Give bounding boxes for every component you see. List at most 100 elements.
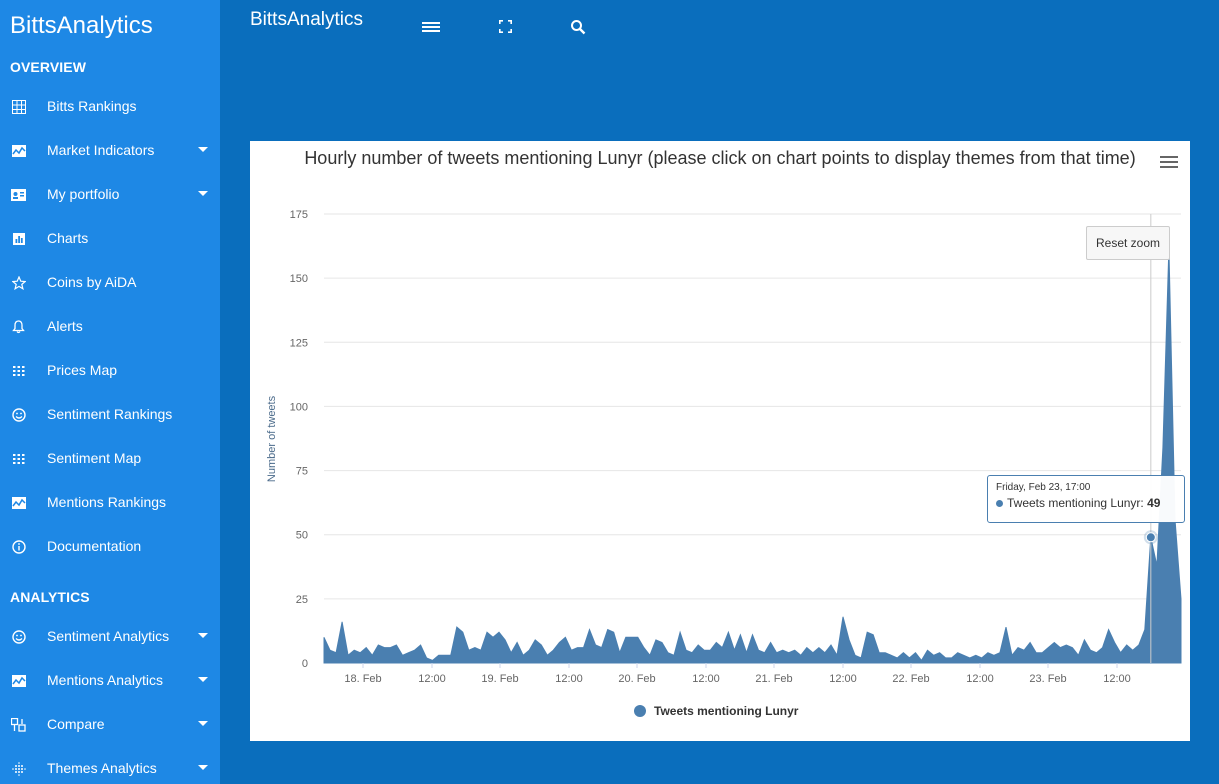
dots-grid-icon xyxy=(11,451,26,466)
sidebar-item-label: Sentiment Analytics xyxy=(47,628,170,644)
x-tick-label: 12:00 xyxy=(966,673,994,685)
sidebar-item-label: My portfolio xyxy=(47,186,120,202)
dots-grid-icon xyxy=(11,363,26,378)
sidebar-item-label: Charts xyxy=(47,230,89,246)
sidebar-item-label: Coins by AiDA xyxy=(47,274,137,290)
sidebar-item-label: Bitts Rankings xyxy=(47,98,137,114)
bar-chart-icon xyxy=(11,231,26,246)
x-tick-label: 12:00 xyxy=(1103,673,1131,685)
y-tick-label: 125 xyxy=(290,337,308,349)
caret-down-icon xyxy=(198,765,208,770)
y-tick-label: 0 xyxy=(302,658,308,670)
sidebar-item-prices-map[interactable]: Prices Map xyxy=(0,348,220,392)
smile-icon xyxy=(11,629,26,644)
legend-label: Tweets mentioning Lunyr xyxy=(654,704,799,718)
sidebar-item-label: Market Indicators xyxy=(47,142,155,158)
info-icon xyxy=(11,539,26,554)
id-card-icon xyxy=(11,187,26,202)
x-tick-label: 21. Feb xyxy=(755,673,792,685)
sidebar-item-charts[interactable]: Charts xyxy=(0,216,220,260)
sidebar-item-label: Documentation xyxy=(47,538,142,554)
hamburger-icon xyxy=(1160,156,1178,158)
sidebar-item-label: Alerts xyxy=(47,318,83,334)
sidebar-item-mentions-analytics[interactable]: Mentions Analytics xyxy=(0,658,220,702)
fullscreen-button[interactable] xyxy=(494,18,516,40)
sidebar-item-bitts-rankings[interactable]: Bitts Rankings xyxy=(0,84,220,128)
sidebar-item-mentions-rankings[interactable]: Mentions Rankings xyxy=(0,480,220,524)
compare-icon xyxy=(11,717,26,732)
sidebar-item-label: Prices Map xyxy=(47,362,118,378)
sidebar-item-coins-by-aida[interactable]: Coins by AiDA xyxy=(0,260,220,304)
caret-down-icon xyxy=(198,633,208,638)
reset-zoom-button[interactable]: Reset zoom xyxy=(1086,226,1170,260)
x-tick-label: 23. Feb xyxy=(1029,673,1066,685)
highlighted-point xyxy=(1145,532,1156,543)
caret-down-icon xyxy=(198,147,208,152)
chart-legend-item[interactable]: Tweets mentioning Lunyr xyxy=(634,704,798,718)
menu-toggle-button[interactable] xyxy=(420,18,442,40)
y-axis-title: Number of tweets xyxy=(266,395,278,482)
fullscreen-icon xyxy=(498,20,512,38)
sidebar-item-sentiment-analytics[interactable]: Sentiment Analytics xyxy=(0,614,220,658)
tooltip-header: Friday, Feb 23, 17:00 xyxy=(996,482,1091,493)
series-dot-icon xyxy=(996,500,1003,507)
sidebar-item-label: Sentiment Map xyxy=(47,450,142,466)
search-button[interactable] xyxy=(567,18,589,40)
tooltip-series-label: Tweets mentioning Lunyr: xyxy=(1007,496,1144,510)
y-tick-label: 75 xyxy=(296,466,308,478)
dots-circle-icon xyxy=(11,761,26,776)
y-tick-label: 100 xyxy=(290,401,308,413)
sidebar-item-label: Themes Analytics xyxy=(47,760,157,776)
sidebar-item-documentation[interactable]: Documentation xyxy=(0,524,220,568)
x-tick-label: 12:00 xyxy=(829,673,857,685)
x-tick-label: 20. Feb xyxy=(618,673,655,685)
chart-area-icon xyxy=(11,143,26,158)
section-overview: OVERVIEW xyxy=(10,59,87,75)
chart-plot[interactable]: 0 25 50 75 100 125 150 175 Number of tweets 18. F… xyxy=(250,141,1190,741)
chart-menu-button[interactable] xyxy=(1160,156,1178,170)
sidebar-item-market-indicators[interactable]: Market Indicators xyxy=(0,128,220,172)
sidebar: BittsAnalytics OVERVIEW Bitts Rankings M… xyxy=(0,0,220,784)
x-tick-label: 12:00 xyxy=(692,673,720,685)
chart-tooltip: Friday, Feb 23, 17:00 Tweets mentioning … xyxy=(987,475,1185,523)
section-analytics: ANALYTICS xyxy=(10,589,90,605)
caret-down-icon xyxy=(198,677,208,682)
grid-icon xyxy=(11,99,26,114)
sidebar-item-label: Sentiment Rankings xyxy=(47,406,173,422)
smile-icon xyxy=(11,407,26,422)
sidebar-item-label: Mentions Analytics xyxy=(47,672,163,688)
bell-icon xyxy=(11,319,26,334)
search-icon xyxy=(570,19,586,40)
x-tick-label: 12:00 xyxy=(418,673,446,685)
chart-card: Hourly number of tweets mentioning Lunyr… xyxy=(250,141,1190,741)
chart-area-icon xyxy=(11,495,26,510)
legend-symbol-icon xyxy=(634,705,646,717)
x-tick-label: 18. Feb xyxy=(344,673,381,685)
x-tick-label: 12:00 xyxy=(555,673,583,685)
x-tick-label: 22. Feb xyxy=(892,673,929,685)
y-tick-label: 175 xyxy=(290,209,308,221)
topbar-title: BittsAnalytics xyxy=(250,9,363,30)
caret-down-icon xyxy=(198,191,208,196)
chart-area-icon xyxy=(11,673,26,688)
y-tick-label: 25 xyxy=(296,594,308,606)
x-tick-label: 19. Feb xyxy=(481,673,518,685)
sidebar-item-sentiment-rankings[interactable]: Sentiment Rankings xyxy=(0,392,220,436)
y-tick-label: 50 xyxy=(296,530,308,542)
series-area xyxy=(323,247,1182,664)
chart-title: Hourly number of tweets mentioning Lunyr… xyxy=(304,148,1136,168)
sidebar-item-label: Compare xyxy=(47,716,105,732)
sidebar-item-alerts[interactable]: Alerts xyxy=(0,304,220,348)
sidebar-item-themes-analytics[interactable]: Themes Analytics xyxy=(0,746,220,784)
sidebar-item-compare[interactable]: Compare xyxy=(0,702,220,746)
caret-down-icon xyxy=(198,721,208,726)
sidebar-item-sentiment-map[interactable]: Sentiment Map xyxy=(0,436,220,480)
sidebar-item-label: Mentions Rankings xyxy=(47,494,167,510)
y-tick-label: 150 xyxy=(290,273,308,285)
tooltip-row: Tweets mentioning Lunyr: 49 xyxy=(996,496,1176,510)
star-icon xyxy=(11,275,26,290)
brand-logo[interactable]: BittsAnalytics xyxy=(10,12,153,39)
menu-icon xyxy=(422,20,440,39)
sidebar-item-my-portfolio[interactable]: My portfolio xyxy=(0,172,220,216)
tooltip-value: 49 xyxy=(1147,496,1161,510)
